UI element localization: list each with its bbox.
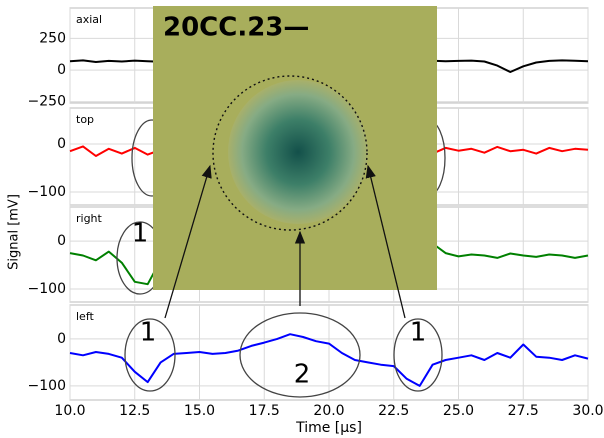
y-tick-label: 0 [57, 331, 66, 347]
x-tick-label: 15.0 [184, 403, 215, 419]
y-tick-label: 0 [57, 233, 66, 249]
arrow [164, 164, 212, 319]
arrow [365, 164, 406, 319]
x-axis-label: Time [μs] [295, 420, 362, 436]
signal-line [69, 333, 589, 387]
panel-label: top [76, 113, 94, 126]
y-tick-label: 250 [39, 30, 66, 46]
x-tick-label: 20.0 [313, 403, 344, 419]
x-tick-label: 12.5 [119, 403, 150, 419]
annotation: 1 [132, 219, 149, 249]
panel: 10.0 12.5 15.0 17.5 20.0 22.5 25.0 27.5 30.0 0 −10… [28, 304, 604, 419]
y-tick-label: −250 [28, 94, 66, 110]
y-tick-label: 0 [57, 136, 66, 152]
lower-ellipses [124, 312, 443, 398]
y-tick-label: −100 [28, 378, 66, 394]
x-tick-label: 25.0 [443, 403, 474, 419]
arrows [164, 164, 406, 319]
panel-label: axial [76, 13, 102, 26]
ellipse [124, 318, 176, 392]
inset-text: 20CC.23— [163, 13, 309, 43]
annotation: 1 [140, 318, 157, 348]
ellipse [393, 318, 443, 392]
y-axis-label: Signal [mV] [7, 194, 22, 270]
ellipse [239, 312, 361, 398]
inset-circle [212, 75, 368, 231]
x-tick-label: 17.5 [249, 403, 280, 419]
panel-label: left [76, 310, 95, 323]
x-tick-label: 30.0 [572, 403, 603, 419]
inset-blob [228, 80, 368, 224]
x-tick-label: 10.0 [54, 403, 85, 419]
inset-image: 20CC.23— [153, 6, 437, 290]
y-tick-label: −100 [28, 184, 66, 200]
x-tick-label: 22.5 [378, 403, 409, 419]
panel-label: right [76, 212, 103, 225]
annotation: 2 [294, 360, 311, 390]
y-tick-label: −100 [28, 281, 66, 297]
annotation: 1 [410, 318, 427, 348]
x-tick-label: 27.5 [508, 403, 539, 419]
annotations: 1 1 2 1 [132, 219, 427, 390]
y-tick-label: 0 [57, 62, 66, 78]
